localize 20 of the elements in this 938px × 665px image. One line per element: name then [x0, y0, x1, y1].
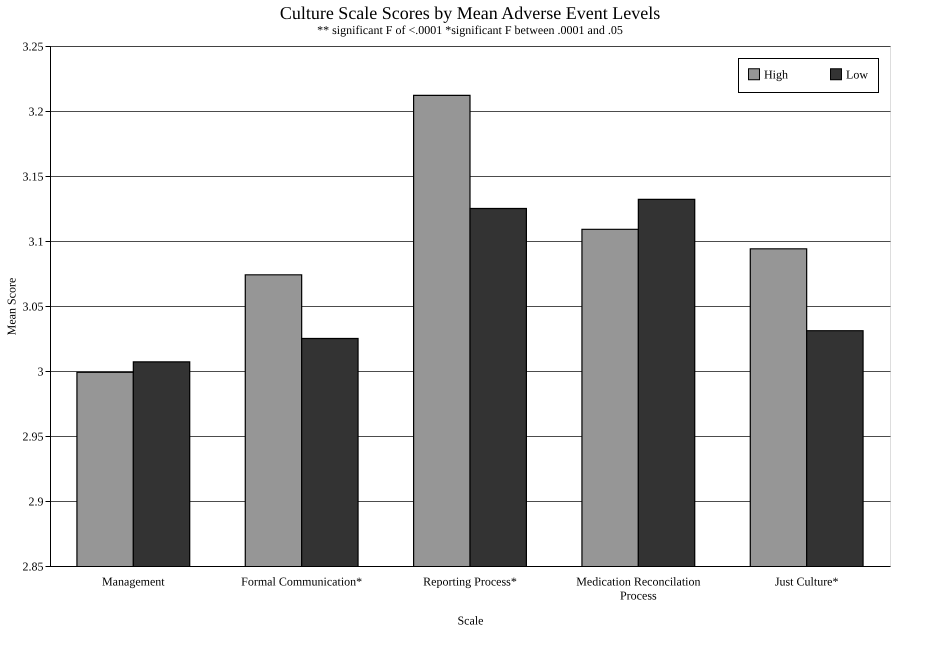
x-tick-label: Reporting Process* — [423, 574, 517, 588]
legend-label: High — [764, 67, 788, 82]
y-axis-title: Mean Score — [4, 278, 18, 336]
chart-subtitle: ** significant F of <.0001 *significant F between .0001 and .05 — [317, 23, 623, 37]
y-tick-label: 2.9 — [28, 494, 44, 508]
y-tick-label: 3.15 — [22, 170, 44, 184]
x-tick-label: Medication Reconcilation Process — [576, 574, 700, 602]
x-tick-label: Just Culture* — [774, 574, 839, 588]
x-axis-title: Scale — [458, 614, 484, 628]
y-tick-label: 3.2 — [28, 104, 44, 118]
y-tick-label: 3.1 — [28, 234, 44, 248]
chart-title: Culture Scale Scores by Mean Adverse Event Levels — [280, 3, 660, 23]
legend-label: Low — [846, 67, 868, 82]
y-tick-label: 3.25 — [22, 40, 44, 54]
x-tick-label: Management — [102, 574, 166, 588]
y-tick-label: 3.05 — [22, 300, 44, 314]
y-tick-label: 2.85 — [22, 560, 44, 574]
y-tick-label: 3 — [38, 364, 44, 378]
x-tick-label: Formal Communication* — [241, 574, 362, 588]
y-tick-label: 2.95 — [22, 430, 44, 444]
